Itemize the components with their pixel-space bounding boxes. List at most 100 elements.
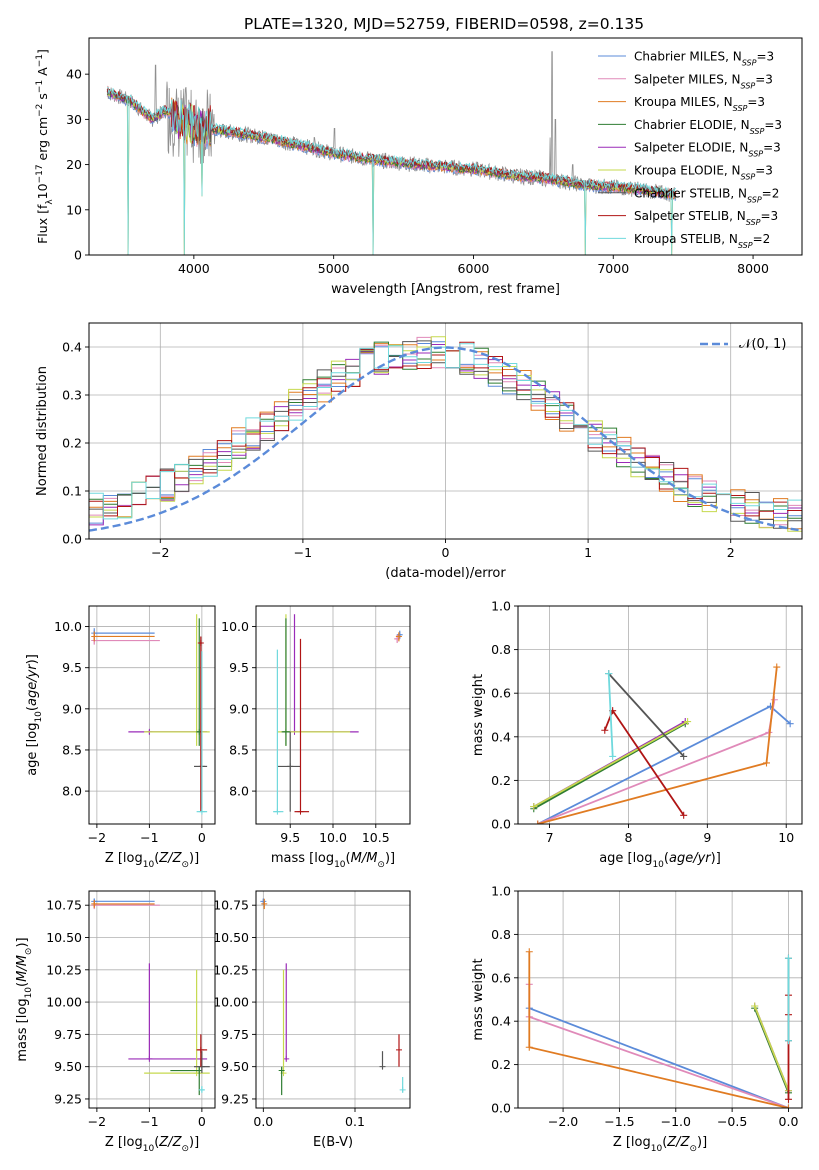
y-tick-label: 9.50 <box>54 1059 82 1074</box>
x-tick-label: −2.0 <box>548 1114 578 1129</box>
legend-name: Kroupa ELODIE, N <box>634 164 741 178</box>
normal-distribution-curve <box>89 346 800 532</box>
label-part: age [log <box>25 723 40 776</box>
label-part: )] <box>189 1135 199 1150</box>
y-tick-label: 0.3 <box>62 388 82 403</box>
errorbar-kroupa_stelib <box>273 649 284 815</box>
label-part: 10 <box>652 860 664 870</box>
errorbar-chabrier_elodie <box>281 618 291 746</box>
y-tick-label: 10.0 <box>221 619 249 634</box>
mass_vs_ebv-axes <box>256 891 410 1108</box>
x-tick-label: 0.0 <box>779 1114 799 1129</box>
residuals-ylabel: Normed distribution <box>35 366 50 496</box>
legend-name: Salpeter MILES, N <box>634 72 741 86</box>
y-tick-label: 0.0 <box>491 1101 511 1116</box>
x-tick-label: 0 <box>442 545 450 560</box>
errorbar-chabrier_elodie <box>170 1066 203 1096</box>
point-kroupa_elodie <box>751 1002 759 1010</box>
mass_vs_Z-frame <box>88 890 216 1109</box>
y-tick-label: 0.0 <box>62 532 82 547</box>
mass_vs_ebv-frame <box>255 890 411 1109</box>
age_vs_mass-xlabel: mass [log10(M/M⊙)] <box>271 851 395 870</box>
y-tick-label: 40 <box>66 67 82 82</box>
mass_vs_ebv-frame-group: 0.0 0.1 9.25 9.50 9.75 10.00 10.25 10.50 10.75 E(… <box>213 890 411 1150</box>
legend-value: =3 <box>747 95 765 109</box>
label-part: ( <box>664 851 669 866</box>
marker-salpeter_stelib <box>197 1046 204 1053</box>
y-tick-label: 0.8 <box>491 642 511 657</box>
y-tick-label: 10.00 <box>213 995 249 1010</box>
marker-chabrier_miles <box>260 898 267 905</box>
y-tick-label: 10.25 <box>213 962 249 977</box>
x-tick-label: 0.0 <box>253 1114 273 1129</box>
point-kroupa_miles <box>763 759 770 767</box>
age_vs_mass-axes <box>256 606 410 824</box>
series-kroupa_stelib <box>607 673 614 757</box>
mass_weight_vs_age-plot-area <box>530 663 794 824</box>
legend-label-salpeter_stelib: Salpeter STELIB, NSSP=3 <box>634 209 778 227</box>
age_vs_Z-xlabel: Z [log10(Z/Z⊙)] <box>105 851 199 870</box>
x-tick-label: 8 <box>624 830 632 845</box>
x-tick-label: 7000 <box>597 261 629 276</box>
x-tick-label: −1.0 <box>661 1114 691 1129</box>
label-part: mass weight <box>471 674 486 756</box>
marker-kroupa_miles <box>91 633 98 640</box>
legend-value: =3 <box>763 141 781 155</box>
y-tick-label: 0.1 <box>62 484 82 499</box>
x-tick-label: 2 <box>727 545 735 560</box>
age_vs_Z-axes <box>89 606 215 824</box>
label-part: ( <box>662 1135 667 1150</box>
x-tick-label: 7 <box>546 830 554 845</box>
mass_vs_ebv-plot-area <box>260 898 406 1096</box>
legend-value: =3 <box>764 118 782 132</box>
errorbar-chabrier_stelib <box>277 731 301 812</box>
marker-chabrier_stelib <box>287 763 294 770</box>
histogram-kroupa_elodie <box>89 336 802 532</box>
y-tick-label: 0 <box>74 248 82 263</box>
label-part: 10 <box>34 711 44 723</box>
marker-salpeter_stelib <box>197 640 204 647</box>
legend-value: =2 <box>753 232 771 246</box>
label-part: age [log <box>599 851 652 866</box>
label-part: Z [log <box>613 1135 651 1150</box>
errorbar-kroupa_elodie <box>144 614 210 746</box>
legend-label-chabrier_miles: Chabrier MILES, NSSP=3 <box>634 50 774 68</box>
label-part: Normed distribution <box>35 366 50 496</box>
model-line-salpeter_elodie <box>106 90 676 199</box>
ylabel-part: −1 <box>35 80 45 93</box>
x-tick-label: 5000 <box>318 261 350 276</box>
ylabel-part: erg cm <box>35 117 50 165</box>
errorbar-kroupa_miles <box>395 632 402 642</box>
marker-kroupa_stelib <box>198 1086 205 1093</box>
point-salpeter_stelib <box>784 1095 792 1103</box>
errorbar-chabrier_elodie <box>278 1066 285 1096</box>
series-chabrier_miles <box>537 705 791 824</box>
point-kroupa_stelib <box>784 1037 792 1045</box>
y-tick-label: 0.4 <box>62 340 82 355</box>
y-tick-label: 10.50 <box>46 930 82 945</box>
series-salpeter_miles <box>528 984 789 1108</box>
x-tick-label: 8000 <box>737 261 769 276</box>
label-part: 10 <box>143 1144 155 1154</box>
label-part: ⊙ <box>24 948 34 956</box>
marker-kroupa_miles <box>91 900 98 907</box>
x-tick-label: 6000 <box>458 261 490 276</box>
x-tick-label: 4000 <box>178 261 210 276</box>
legend-sub: SSP <box>748 149 763 158</box>
label-part: )] <box>15 937 30 947</box>
series-kroupa_miles <box>537 666 778 824</box>
label-part: age/yr <box>25 663 40 706</box>
y-tick-label: 0.6 <box>491 686 511 701</box>
marker-salpeter_elodie <box>146 1055 153 1062</box>
label-part: mass [log <box>271 851 334 866</box>
spectrum-ylabel: Flux [fλ10−17 erg cm−2 s−1 A−1] <box>35 49 55 244</box>
ylabel-part: −1 <box>35 54 45 67</box>
y-tick-label: 9.75 <box>221 1027 249 1042</box>
errorbar-kroupa_elodie <box>277 614 351 746</box>
label-part: 10 <box>334 860 346 870</box>
errorbar-kroupa_elodie <box>144 969 210 1077</box>
marker-chabrier_elodie <box>282 728 289 735</box>
label-part: )] <box>25 654 40 664</box>
series-kroupa_elodie <box>533 720 689 808</box>
legend-name: Chabrier STELIB, N <box>634 186 747 200</box>
